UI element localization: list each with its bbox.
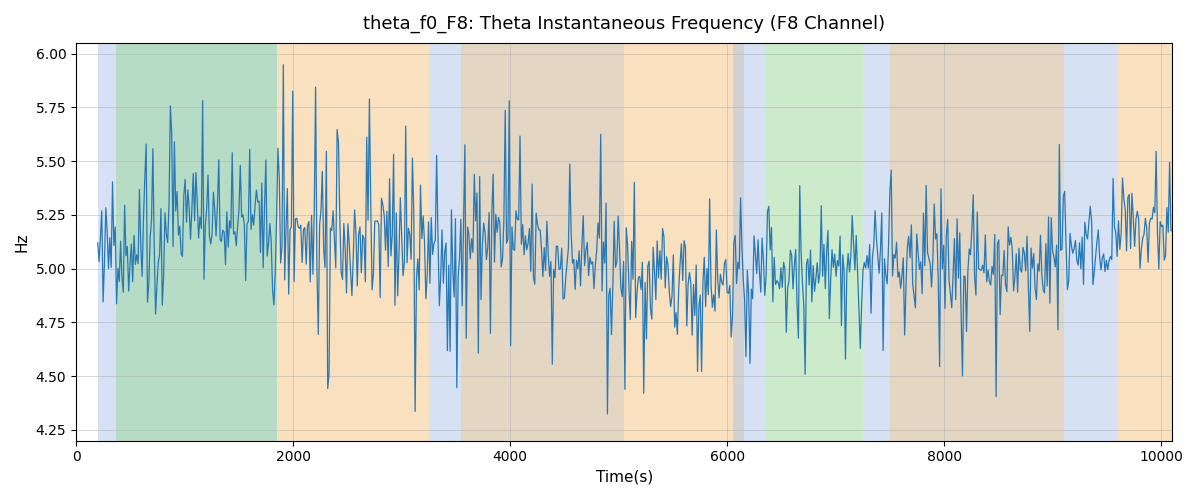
Bar: [766, 43, 863, 440]
Bar: [733, 43, 766, 440]
Bar: [97, 43, 277, 440]
Bar: [863, 43, 1118, 440]
Bar: [116, 43, 277, 440]
Bar: [624, 43, 744, 440]
Bar: [428, 43, 624, 440]
Bar: [277, 43, 428, 440]
Bar: [890, 43, 1063, 440]
X-axis label: Time(s): Time(s): [595, 470, 653, 485]
Bar: [1118, 43, 1172, 440]
Y-axis label: Hz: Hz: [14, 232, 30, 252]
Bar: [461, 43, 624, 440]
Title: theta_f0_F8: Theta Instantaneous Frequency (F8 Channel): theta_f0_F8: Theta Instantaneous Frequen…: [364, 15, 886, 34]
